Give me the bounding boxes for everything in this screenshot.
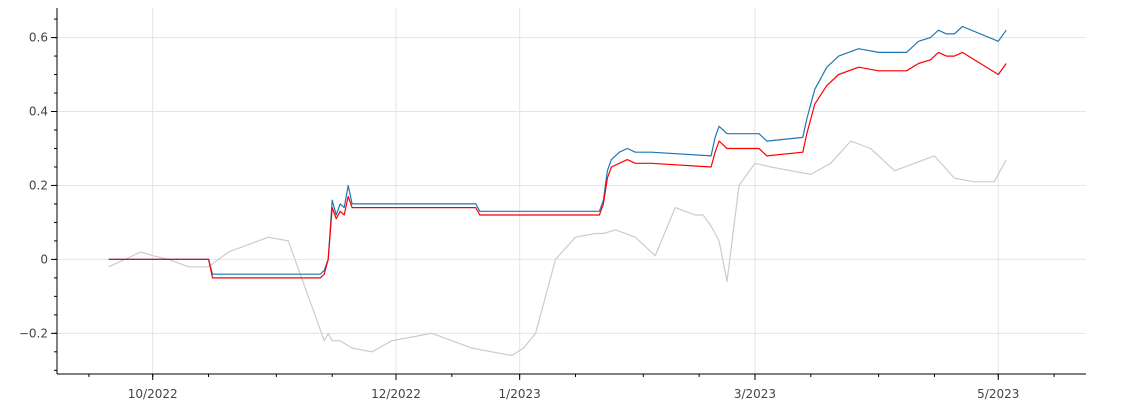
x-tick-label: 10/2022 xyxy=(128,387,178,401)
x-tick-label: 5/2023 xyxy=(977,387,1019,401)
series-line-1 xyxy=(108,25,1007,275)
series-line-0 xyxy=(108,140,1007,357)
y-tick-label: 0.6 xyxy=(29,31,48,45)
y-tick-label: 0 xyxy=(40,252,48,266)
grid xyxy=(57,8,1086,374)
series-lines xyxy=(108,25,1007,357)
y-tick-label: −0.2 xyxy=(19,326,48,340)
x-tick-label: 1/2023 xyxy=(499,387,541,401)
x-tick-label: 12/2022 xyxy=(371,387,421,401)
x-tick-label: 3/2023 xyxy=(734,387,776,401)
y-tick-label: 0.4 xyxy=(29,105,48,119)
y-tick-label: 0.2 xyxy=(29,178,48,192)
series-line-2 xyxy=(108,51,1007,279)
axes: −0.2 0 0.2 0.4 0.6 10/2022 12/2022 1/2023 3/2023… xyxy=(19,8,1086,401)
